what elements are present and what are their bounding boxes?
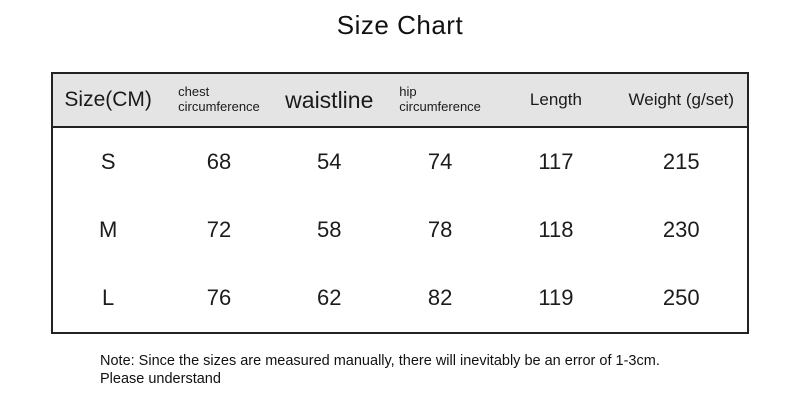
cell-hip-m: 78 — [427, 217, 453, 242]
cell-weight-s: 215 — [662, 149, 700, 174]
cell-size-m: M — [98, 217, 118, 242]
cell-length-l: 119 — [538, 285, 574, 310]
cell-chest-l: 76 — [206, 285, 232, 310]
column-header-waistline: waistline — [274, 73, 384, 128]
measurement-note-line2: Please understand — [100, 371, 221, 388]
column-header-weight: Weight (g/set) — [615, 73, 748, 128]
table-header-row: Size(CM) chest circumference waistline h… — [52, 73, 748, 128]
cell-hip-s: 74 — [427, 149, 453, 174]
cell-size-l: L — [102, 285, 115, 310]
column-header-chest-line2: circumference — [178, 99, 260, 115]
page-title: Size Chart — [336, 10, 464, 40]
column-header-hip-line2: circumference — [399, 99, 481, 115]
cell-hip-l: 82 — [427, 285, 453, 310]
cell-length-s: 117 — [538, 149, 574, 174]
measurement-note: Note: Since the sizes are measured manua… — [100, 352, 770, 388]
cell-size-s: S — [100, 149, 116, 174]
measurement-note-line1: Note: Since the sizes are measured manua… — [100, 353, 660, 369]
column-header-hip: hip circumference — [383, 73, 497, 128]
cell-waist-l: 62 — [317, 285, 342, 310]
column-header-size: Size(CM) — [52, 73, 164, 128]
cell-waist-m: 58 — [317, 217, 342, 242]
column-header-length: Length — [496, 73, 616, 128]
column-header-chest-text: chest circumference — [178, 84, 260, 115]
table-row-l: L 76 62 82 119 250 — [52, 264, 748, 333]
cell-weight-l: 250 — [662, 285, 700, 310]
table-row-m: M 72 58 78 118 230 — [52, 196, 748, 264]
size-chart-table: Size(CM) chest circumference waistline h… — [51, 72, 749, 334]
column-header-chest: chest circumference — [163, 73, 275, 128]
cell-waist-s: 54 — [317, 149, 342, 174]
column-header-hip-text: hip circumference — [399, 84, 481, 115]
column-header-hip-line1: hip — [399, 83, 417, 99]
table-row-s: S 68 54 74 117 215 — [52, 127, 748, 196]
cell-chest-m: 72 — [206, 217, 232, 242]
cell-weight-m: 230 — [662, 217, 700, 242]
cell-chest-s: 68 — [206, 149, 232, 174]
cell-length-m: 118 — [538, 217, 574, 242]
column-header-chest-line1: chest — [178, 83, 210, 99]
